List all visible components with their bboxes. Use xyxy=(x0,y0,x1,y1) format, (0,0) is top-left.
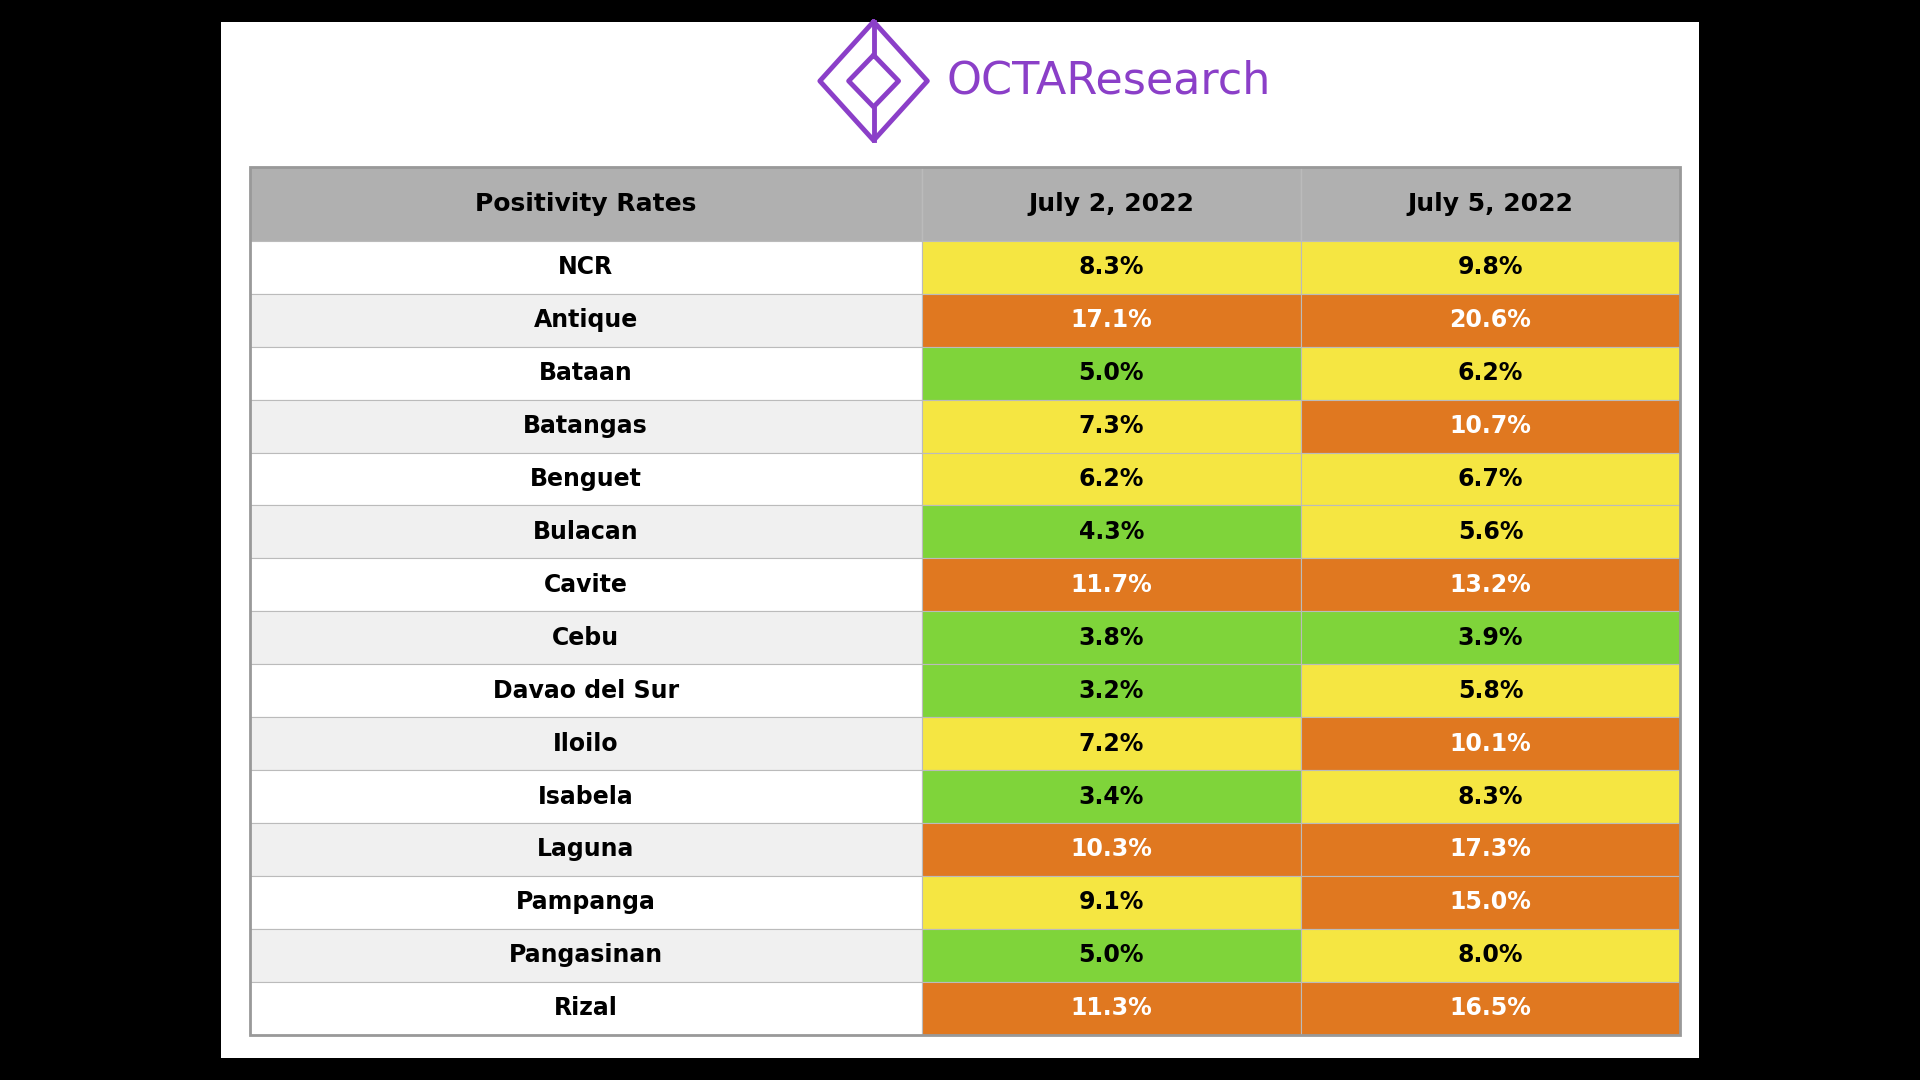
FancyBboxPatch shape xyxy=(250,664,922,717)
FancyBboxPatch shape xyxy=(922,241,1302,294)
Text: Batangas: Batangas xyxy=(524,414,649,438)
FancyBboxPatch shape xyxy=(1302,770,1680,823)
Text: 17.3%: 17.3% xyxy=(1450,837,1532,862)
Text: 3.4%: 3.4% xyxy=(1079,784,1144,809)
Text: Cavite: Cavite xyxy=(543,572,628,597)
Text: Cebu: Cebu xyxy=(553,625,620,650)
Text: 5.0%: 5.0% xyxy=(1079,361,1144,386)
FancyBboxPatch shape xyxy=(922,770,1302,823)
Text: 3.9%: 3.9% xyxy=(1457,625,1523,650)
FancyBboxPatch shape xyxy=(922,611,1302,664)
Text: Pangasinan: Pangasinan xyxy=(509,943,662,968)
FancyBboxPatch shape xyxy=(922,876,1302,929)
Text: Iloilo: Iloilo xyxy=(553,731,618,756)
Text: 6.7%: 6.7% xyxy=(1457,467,1523,491)
Text: Davao del Sur: Davao del Sur xyxy=(493,678,680,703)
Text: 6.2%: 6.2% xyxy=(1457,361,1523,386)
Text: 10.1%: 10.1% xyxy=(1450,731,1532,756)
Text: Laguna: Laguna xyxy=(538,837,634,862)
FancyBboxPatch shape xyxy=(1302,611,1680,664)
Text: Antique: Antique xyxy=(534,308,637,333)
FancyBboxPatch shape xyxy=(922,400,1302,453)
FancyBboxPatch shape xyxy=(922,717,1302,770)
Text: 3.2%: 3.2% xyxy=(1079,678,1144,703)
Text: 9.8%: 9.8% xyxy=(1457,255,1523,280)
Text: Bulacan: Bulacan xyxy=(534,519,639,544)
FancyBboxPatch shape xyxy=(250,611,922,664)
Text: 8.0%: 8.0% xyxy=(1457,943,1523,968)
FancyBboxPatch shape xyxy=(922,294,1302,347)
Text: 4.3%: 4.3% xyxy=(1079,519,1144,544)
FancyBboxPatch shape xyxy=(922,929,1302,982)
FancyBboxPatch shape xyxy=(922,982,1302,1035)
Text: 5.6%: 5.6% xyxy=(1457,519,1523,544)
FancyBboxPatch shape xyxy=(1302,558,1680,611)
Text: 15.0%: 15.0% xyxy=(1450,890,1532,915)
FancyBboxPatch shape xyxy=(250,929,922,982)
Text: 17.1%: 17.1% xyxy=(1071,308,1152,333)
Text: 16.5%: 16.5% xyxy=(1450,996,1532,1021)
FancyBboxPatch shape xyxy=(250,400,922,453)
FancyBboxPatch shape xyxy=(1302,453,1680,505)
Text: 5.0%: 5.0% xyxy=(1079,943,1144,968)
FancyBboxPatch shape xyxy=(922,664,1302,717)
Text: July 5, 2022: July 5, 2022 xyxy=(1407,192,1572,216)
Text: 7.3%: 7.3% xyxy=(1079,414,1144,438)
Text: OCTAResearch: OCTAResearch xyxy=(947,59,1271,103)
Text: Positivity Rates: Positivity Rates xyxy=(474,192,697,216)
FancyBboxPatch shape xyxy=(250,823,922,876)
Text: Benguet: Benguet xyxy=(530,467,641,491)
FancyBboxPatch shape xyxy=(922,823,1302,876)
FancyBboxPatch shape xyxy=(250,770,922,823)
FancyBboxPatch shape xyxy=(1302,929,1680,982)
Text: Rizal: Rizal xyxy=(553,996,618,1021)
FancyBboxPatch shape xyxy=(250,241,922,294)
Text: Isabela: Isabela xyxy=(538,784,634,809)
Text: Pampanga: Pampanga xyxy=(516,890,657,915)
FancyBboxPatch shape xyxy=(1302,876,1680,929)
Text: 11.3%: 11.3% xyxy=(1071,996,1152,1021)
Text: 10.3%: 10.3% xyxy=(1071,837,1152,862)
FancyBboxPatch shape xyxy=(1302,982,1680,1035)
Text: 8.3%: 8.3% xyxy=(1457,784,1523,809)
FancyBboxPatch shape xyxy=(250,167,922,241)
FancyBboxPatch shape xyxy=(250,453,922,505)
FancyBboxPatch shape xyxy=(1302,294,1680,347)
Text: 20.6%: 20.6% xyxy=(1450,308,1532,333)
FancyBboxPatch shape xyxy=(922,347,1302,400)
FancyBboxPatch shape xyxy=(250,982,922,1035)
FancyBboxPatch shape xyxy=(1302,167,1680,241)
FancyBboxPatch shape xyxy=(1302,347,1680,400)
Text: 8.3%: 8.3% xyxy=(1079,255,1144,280)
Text: 10.7%: 10.7% xyxy=(1450,414,1532,438)
FancyBboxPatch shape xyxy=(221,22,1699,1058)
Text: 11.7%: 11.7% xyxy=(1071,572,1152,597)
Text: 6.2%: 6.2% xyxy=(1079,467,1144,491)
FancyBboxPatch shape xyxy=(922,453,1302,505)
FancyBboxPatch shape xyxy=(1302,241,1680,294)
Text: 9.1%: 9.1% xyxy=(1079,890,1144,915)
FancyBboxPatch shape xyxy=(922,167,1302,241)
FancyBboxPatch shape xyxy=(250,717,922,770)
Text: 3.8%: 3.8% xyxy=(1079,625,1144,650)
FancyBboxPatch shape xyxy=(1302,664,1680,717)
Text: July 2, 2022: July 2, 2022 xyxy=(1029,192,1194,216)
Text: 7.2%: 7.2% xyxy=(1079,731,1144,756)
FancyBboxPatch shape xyxy=(1302,717,1680,770)
Text: NCR: NCR xyxy=(559,255,612,280)
FancyBboxPatch shape xyxy=(250,347,922,400)
Text: 5.8%: 5.8% xyxy=(1457,678,1523,703)
FancyBboxPatch shape xyxy=(922,505,1302,558)
FancyBboxPatch shape xyxy=(922,558,1302,611)
FancyBboxPatch shape xyxy=(250,505,922,558)
FancyBboxPatch shape xyxy=(1302,400,1680,453)
Text: 13.2%: 13.2% xyxy=(1450,572,1532,597)
FancyBboxPatch shape xyxy=(250,876,922,929)
Text: Bataan: Bataan xyxy=(540,361,632,386)
FancyBboxPatch shape xyxy=(250,294,922,347)
FancyBboxPatch shape xyxy=(1302,505,1680,558)
FancyBboxPatch shape xyxy=(250,558,922,611)
FancyBboxPatch shape xyxy=(1302,823,1680,876)
